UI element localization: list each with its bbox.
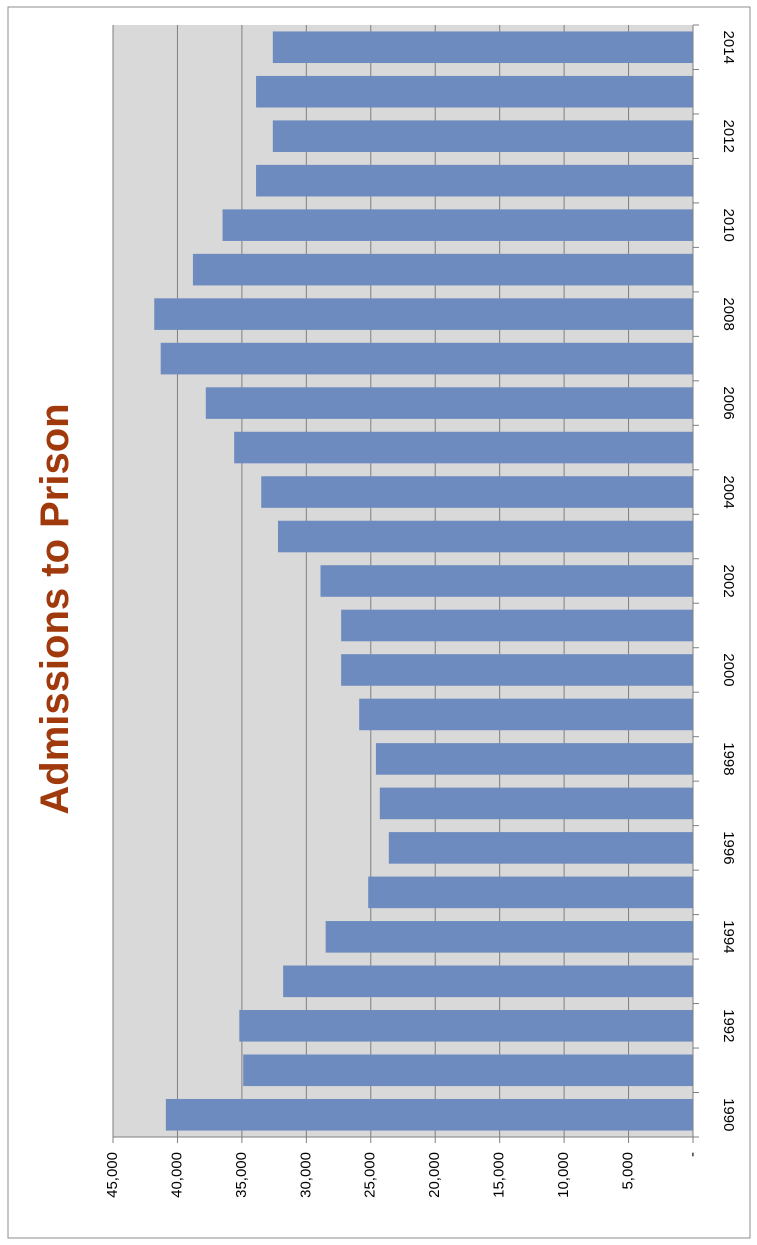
bar-2008 [154,298,693,330]
category-tick-label: 2006 [720,386,737,419]
bar-1998 [375,743,693,775]
bar-1992 [239,1010,694,1042]
bar-1993 [283,965,693,998]
bar-2005 [234,431,693,464]
category-tick-label: 2002 [720,564,737,597]
bar-2006 [205,387,694,419]
bar-2014 [272,31,693,64]
bar-2012 [272,120,693,152]
bar-1991 [243,1054,693,1087]
value-tick-label: 10,000 [555,1152,572,1198]
category-tick-label: 2010 [720,208,737,241]
bar-1999 [359,698,693,731]
bar-1990 [165,1098,693,1131]
value-tick-label: 5,000 [620,1152,637,1190]
value-tick-label: 25,000 [362,1152,379,1198]
category-tick-label: 1996 [720,831,737,864]
category-tick-label: 1990 [720,1098,737,1131]
tick-labels: - 5,000 10,000 15,000 20,000 25,000 30,000 35,0… [104,31,737,1198]
bar-2001 [341,609,693,642]
category-tick-label: 1998 [720,742,737,775]
bar-1996 [388,832,693,864]
value-tick-label: 20,000 [426,1152,443,1198]
category-tick-label: 1994 [720,920,737,953]
bar-2003 [277,520,693,553]
axes [112,24,699,1143]
bar-2004 [261,476,693,508]
bar-2013 [256,75,693,108]
bar-2002 [320,565,693,597]
value-tick-label: 40,000 [168,1152,185,1198]
bar-2007 [160,342,693,375]
bar-1997 [379,787,693,820]
bar-series [154,31,694,1131]
bar-2009 [192,253,693,286]
value-tick-label: 35,000 [233,1152,250,1198]
bar-2000 [341,654,693,686]
value-tick-label: 15,000 [491,1152,508,1198]
bar-2011 [256,164,693,197]
category-tick-label: 2014 [720,31,737,64]
chart-title: Admissions to Prison [33,403,77,814]
value-tick-label: 30,000 [297,1152,314,1198]
category-tick-label: 2012 [720,120,737,153]
category-tick-label: 2008 [720,297,737,330]
bar-2010 [222,209,694,241]
bar-1995 [368,876,693,909]
bar-1994 [325,921,693,953]
category-tick-label: 1992 [720,1009,737,1042]
category-tick-label: 2000 [720,653,737,686]
value-tick-label: - [684,1152,701,1157]
value-tick-label: 45,000 [104,1152,121,1198]
category-tick-label: 2004 [720,475,737,508]
